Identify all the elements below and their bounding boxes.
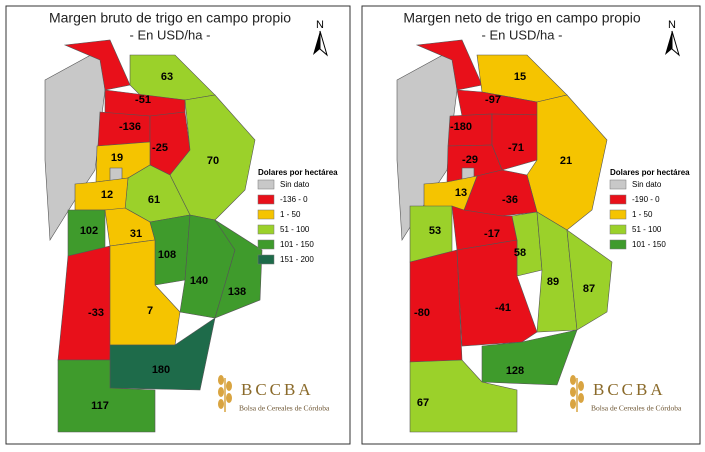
- legend-swatch: [257, 179, 275, 190]
- region-value: 58: [514, 247, 526, 259]
- legend-swatch: [609, 209, 627, 220]
- legend-label: -190 - 0: [632, 195, 660, 204]
- legend-title: Dolares por hectárea: [258, 168, 338, 177]
- region-value: -180: [450, 121, 472, 133]
- logo-subtitle: Bolsa de Cereales de Córdoba: [591, 404, 682, 413]
- legend-label: 51 - 100: [632, 225, 662, 234]
- legend-label: 51 - 100: [280, 225, 310, 234]
- region-value: -51: [135, 94, 151, 106]
- map-panel: Margen bruto de trigo en campo propio- E…: [5, 5, 351, 445]
- region: [511, 211, 543, 277]
- region-value: 87: [583, 283, 595, 295]
- region-value: 102: [80, 225, 98, 237]
- logo-wheat: [218, 399, 224, 409]
- region-value: 21: [560, 155, 572, 167]
- logo-wheat: [570, 387, 576, 397]
- region: [409, 359, 518, 433]
- logo-wheat: [218, 375, 224, 385]
- logo-subtitle: Bolsa de Cereales de Córdoba: [239, 404, 330, 413]
- map-panel: Margen neto de trigo en campo propio- En…: [361, 5, 701, 445]
- region-value: 89: [547, 276, 559, 288]
- legend-swatch: [609, 224, 627, 235]
- region-value: 63: [161, 71, 173, 83]
- legend-swatch: [257, 239, 275, 250]
- legend-label: 151 - 200: [280, 255, 314, 264]
- region-value: -29: [462, 154, 478, 166]
- region-value: -36: [502, 194, 518, 206]
- region-value: 12: [101, 189, 113, 201]
- region-value: -97: [485, 94, 501, 106]
- region-value: -33: [88, 307, 104, 319]
- region-value: 61: [148, 194, 160, 206]
- legend-swatch: [257, 209, 275, 220]
- legend-swatch: [609, 194, 627, 205]
- logo-wheat: [578, 381, 584, 391]
- region: [214, 219, 263, 319]
- region: [566, 229, 613, 331]
- region-value: 53: [429, 225, 441, 237]
- legend-label: 101 - 150: [280, 240, 314, 249]
- logo-wheat: [226, 381, 232, 391]
- north-label: N: [668, 19, 676, 31]
- region: [423, 175, 478, 211]
- logo-wheat: [226, 393, 232, 403]
- map-subtitle: - En USD/ha -: [130, 27, 211, 42]
- legend-swatch: [609, 179, 627, 190]
- legend-swatch: [609, 239, 627, 250]
- region: [63, 39, 131, 91]
- region-value: 180: [152, 364, 170, 376]
- region-value: 117: [91, 400, 109, 412]
- region-value: 15: [514, 71, 526, 83]
- region-value: -80: [414, 307, 430, 319]
- logo-wheat: [218, 387, 224, 397]
- region: [149, 214, 191, 286]
- region-value: 108: [158, 249, 176, 261]
- logo-wheat: [570, 375, 576, 385]
- region-value: -17: [484, 228, 500, 240]
- region: [456, 239, 538, 347]
- legend-label: 1 - 50: [280, 210, 301, 219]
- region-value: 140: [190, 275, 208, 287]
- legend-label: Sin dato: [632, 180, 662, 189]
- region-value: 7: [147, 305, 153, 317]
- region-value: 70: [207, 155, 219, 167]
- region: [74, 177, 129, 211]
- legend-swatch: [257, 194, 275, 205]
- region-value: -71: [508, 142, 524, 154]
- north-arrow: [665, 31, 672, 55]
- region-value: 128: [506, 365, 524, 377]
- legend-label: 101 - 150: [632, 240, 666, 249]
- north-arrow: [319, 30, 328, 57]
- map-title: Margen neto de trigo en campo propio: [403, 10, 641, 26]
- region: [481, 329, 578, 386]
- region-value: 19: [111, 152, 123, 164]
- region: [491, 113, 543, 171]
- region-value: 31: [130, 228, 142, 240]
- region-value: 13: [455, 187, 467, 199]
- region: [536, 211, 578, 333]
- legend-label: -136 - 0: [280, 195, 308, 204]
- north-arrow: [671, 30, 680, 57]
- north-arrow: [313, 31, 320, 55]
- legend-swatch: [257, 224, 275, 235]
- logo-wheat: [570, 399, 576, 409]
- logo-name: BCCBA: [241, 380, 314, 399]
- region: [57, 359, 156, 433]
- legend-title: Dolares por hectárea: [610, 168, 690, 177]
- region-value: 138: [228, 286, 246, 298]
- region-value: -41: [495, 302, 511, 314]
- logo-name: BCCBA: [593, 380, 666, 399]
- legend-label: Sin dato: [280, 180, 310, 189]
- map-title: Margen bruto de trigo en campo propio: [49, 10, 291, 26]
- map-subtitle: - En USD/ha -: [482, 27, 563, 42]
- region-value: -25: [152, 142, 168, 154]
- region-value: 67: [417, 397, 429, 409]
- region-value: -136: [119, 121, 141, 133]
- north-label: N: [316, 19, 324, 31]
- region: [415, 39, 483, 91]
- legend-label: 1 - 50: [632, 210, 653, 219]
- logo-wheat: [578, 393, 584, 403]
- legend-swatch: [257, 254, 275, 265]
